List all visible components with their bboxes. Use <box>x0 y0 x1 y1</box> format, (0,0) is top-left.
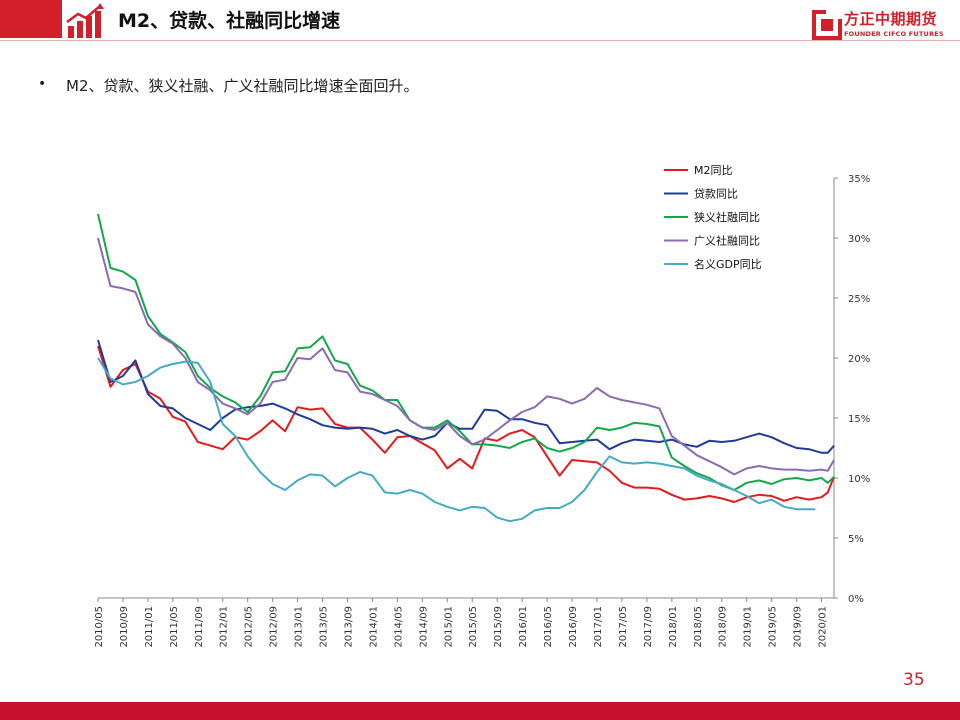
series-line-m2 <box>97 345 835 503</box>
x-tick-label: 2019/05 <box>768 606 779 648</box>
x-tick-label: 2018/09 <box>718 606 729 648</box>
brand-logo: 方正中期期货 FOUNDER CIFCO FUTURES <box>812 8 947 44</box>
x-tick-label: 2015/01 <box>443 606 454 648</box>
legend-label-narrow_tsf: 狭义社融同比 <box>694 210 760 224</box>
x-tick-label: 2018/01 <box>668 606 679 648</box>
x-tick-label: 2018/05 <box>693 606 704 648</box>
growth-line-chart: 35% 30% 25% 20% 15% 10% 5% 0% 2010/05 2010/09 2011… <box>94 164 870 648</box>
x-tick-label: 2015/09 <box>493 606 504 648</box>
page-title: M2、贷款、社融同比增速 <box>118 10 341 32</box>
brand-name-en: FOUNDER CIFCO FUTURES <box>844 30 944 38</box>
x-tick-label: 2010/09 <box>119 606 130 648</box>
x-tick-label: 2012/05 <box>244 606 255 648</box>
y-tick-label: 20% <box>848 354 870 365</box>
x-tick-label: 2017/05 <box>618 606 629 648</box>
x-tick-label: 2012/01 <box>219 606 230 648</box>
series-line-gdp <box>97 357 816 523</box>
y-tick-label: 15% <box>848 414 870 425</box>
x-tick-label: 2010/05 <box>94 606 105 648</box>
x-tick-label: 2011/09 <box>194 606 205 648</box>
legend-label-m2: M2同比 <box>694 164 733 177</box>
x-tick-label: 2011/01 <box>144 606 155 648</box>
x-tick-label: 2013/01 <box>294 606 305 648</box>
x-tick-label: 2019/01 <box>743 606 754 648</box>
header-divider <box>0 40 960 41</box>
x-tick-label: 2015/05 <box>468 606 479 648</box>
brand-mark-icon <box>812 10 842 40</box>
bullet-text: M2、贷款、狭义社融、广义社融同比增速全面回升。 <box>66 77 419 95</box>
x-tick-label: 2016/01 <box>518 606 529 648</box>
series-line-narrow_tsf <box>97 213 835 491</box>
x-tick-label: 2014/09 <box>418 606 429 648</box>
brand-name-cn: 方正中期期货 <box>844 10 938 28</box>
y-tick-label: 0% <box>848 594 864 605</box>
page-number: 35 <box>903 670 925 690</box>
legend-label-loan: 贷款同比 <box>694 187 738 201</box>
y-tick-label: 5% <box>848 534 864 545</box>
x-tick-label: 2017/01 <box>593 606 604 648</box>
x-tick-label: 2012/09 <box>269 606 280 648</box>
x-tick-label: 2016/05 <box>543 606 554 648</box>
footer-band <box>0 702 960 720</box>
y-tick-label: 35% <box>848 174 870 185</box>
series-line-broad_tsf <box>97 237 835 476</box>
x-tick-label: 2013/05 <box>319 606 330 648</box>
legend-label-gdp: 名义GDP同比 <box>694 257 762 271</box>
x-tick-label: 2014/05 <box>393 606 404 648</box>
x-tick-label: 2019/09 <box>793 606 804 648</box>
y-tick-label: 25% <box>848 294 870 305</box>
x-tick-label: 2017/09 <box>643 606 654 648</box>
legend-label-broad_tsf: 广义社融同比 <box>694 234 760 248</box>
y-tick-label: 10% <box>848 474 870 485</box>
x-tick-label: 2011/05 <box>169 606 180 648</box>
x-tick-label: 2014/01 <box>368 606 379 648</box>
bullet-marker: • <box>38 76 47 92</box>
header-accent-bar <box>0 0 62 38</box>
growth-chart-icon <box>66 3 104 38</box>
series-line-loan <box>97 339 835 454</box>
x-tick-label: 2013/09 <box>343 606 354 648</box>
y-tick-label: 30% <box>848 234 870 245</box>
x-tick-label: 2020/01 <box>818 606 829 648</box>
x-tick-label: 2016/09 <box>568 606 579 648</box>
